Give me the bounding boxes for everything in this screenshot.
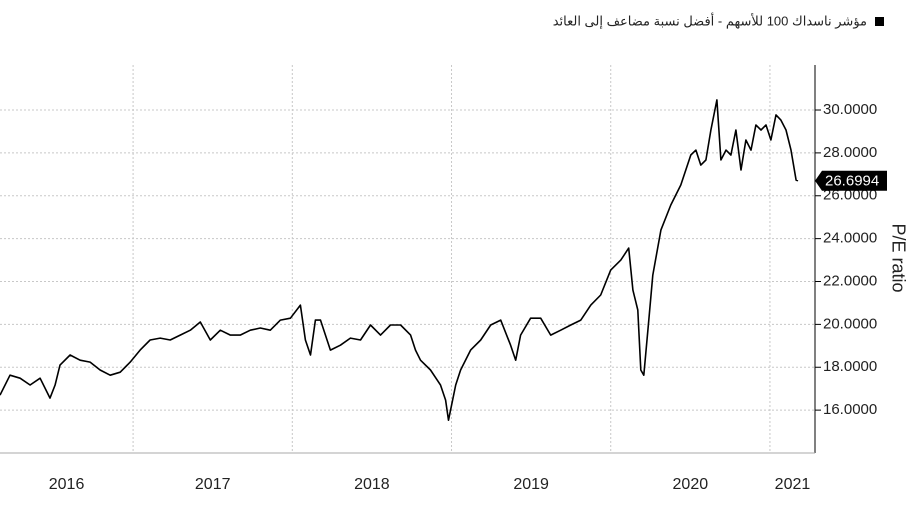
- y-tick-label: 16.0000: [823, 401, 877, 418]
- y-tick-label: 18.0000: [823, 358, 877, 375]
- legend-label: مؤشر ناسداك 100 للأسهم - أفضل نسبة مضاعف…: [553, 12, 867, 29]
- x-tick-label: 2020: [673, 476, 709, 493]
- y-tick-label: 24.0000: [823, 230, 877, 247]
- y-tick-label: 30.0000: [823, 101, 877, 118]
- last-value-badge: [815, 170, 887, 191]
- y-tick-label: 26.0000: [823, 187, 877, 204]
- x-tick-label: 2019: [513, 476, 549, 493]
- legend-swatch: [875, 17, 884, 26]
- line-series: [0, 99, 799, 421]
- x-tick-label: 2016: [49, 476, 85, 493]
- last-value-label: 26.6994: [825, 173, 879, 190]
- x-tick-label: 2021: [775, 476, 811, 493]
- x-tick-label: 2018: [354, 476, 390, 493]
- x-tick-label: 2017: [195, 476, 231, 493]
- y-tick-label: 22.0000: [823, 272, 877, 289]
- y-axis-title: P/E ratio: [888, 223, 908, 292]
- y-tick-label: 28.0000: [823, 144, 877, 161]
- y-tick-label: 20.0000: [823, 315, 877, 332]
